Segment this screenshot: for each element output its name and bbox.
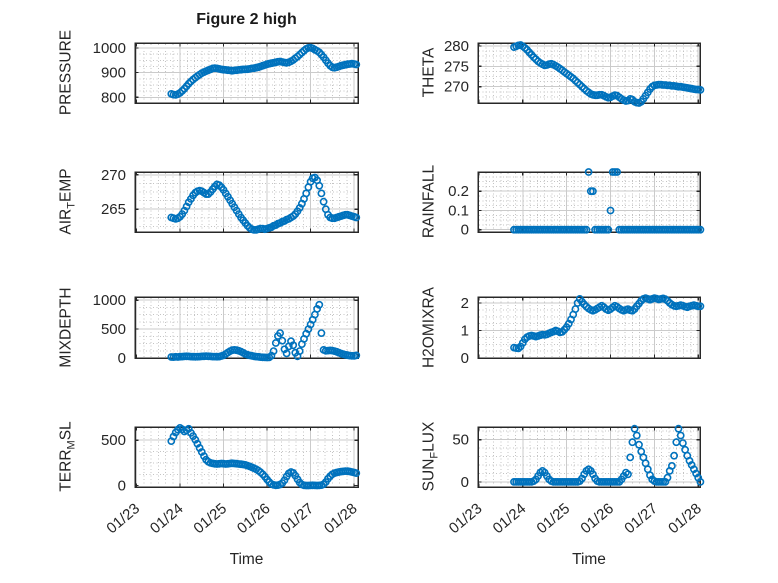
y-tick-label: 0 (461, 222, 469, 239)
xlabel-time-left: Time (229, 551, 264, 568)
y-tick-labels-theta: 270 275 280 (444, 38, 469, 96)
y-tick-labels-rainfall: 0 0.1 0.2 (448, 183, 469, 238)
y-tick-label: 0 (118, 478, 126, 495)
y-tick-label: 500 (101, 321, 126, 338)
x-tick-label: 01/25 (190, 500, 230, 537)
y-tick-label: 1 (461, 323, 469, 340)
data-points-mixdepth (167, 300, 361, 362)
subplot-sun-flux: 0 50 01/23 01/24 01/25 01/26 01/27 01/28 (446, 424, 705, 537)
data-points-sun-flux (510, 424, 705, 486)
data-points-rainfall (510, 168, 705, 234)
axes-box-rainfall (477, 171, 701, 233)
x-tick-labels-terr-msl: 01/23 01/24 01/25 01/26 01/27 01/28 (103, 500, 360, 537)
x-tick-label: 01/25 (534, 500, 574, 537)
x-tick-label: 01/23 (446, 500, 486, 537)
y-tick-labels-pressure: 800 900 1000 (93, 40, 126, 106)
x-tick-label: 01/23 (103, 500, 143, 537)
subplot-theta: 270 275 280 (444, 38, 705, 107)
subplot-mixdepth: 0 500 1000 (93, 292, 361, 367)
y-tick-label: 270 (101, 167, 126, 184)
axes-box-terr-msl (134, 426, 359, 488)
x-tick-label: 01/24 (490, 500, 530, 537)
figure-title: Figure 2 high (196, 11, 297, 28)
y-tick-labels-h2omixra: 0 1 2 (461, 295, 469, 367)
y-tick-label: 1000 (93, 292, 126, 309)
y-tick-labels-air-temp: 265 270 (101, 167, 126, 218)
x-tick-label: 01/28 (321, 500, 361, 537)
minor-grid-sun-flux (479, 428, 699, 486)
x-tick-label: 01/27 (621, 500, 661, 537)
x-tick-label: 01/28 (665, 500, 705, 537)
axes-box-theta (477, 42, 701, 104)
y-tick-label: 0 (461, 350, 469, 367)
x-tick-label: 01/24 (147, 500, 187, 537)
y-tick-label: 0 (118, 350, 126, 367)
subplot-terr-msl: 0 500 01/23 01/24 01/25 01/26 01/27 01/28 (101, 423, 361, 537)
major-grid-terr-msl (136, 428, 357, 486)
y-tick-label: 800 (101, 89, 126, 106)
minor-grid-rainfall (479, 173, 699, 231)
minor-grid-terr-msl (136, 428, 357, 486)
data-points-terr-msl (167, 423, 361, 490)
y-tick-labels-sun-flux: 0 50 (452, 432, 469, 491)
axes-box-pressure (134, 42, 359, 104)
y-tick-label: 0.2 (448, 183, 469, 200)
data-points-air-temp (167, 173, 361, 234)
subplot-rainfall: 0 0.1 0.2 (448, 168, 705, 239)
y-tick-label: 280 (444, 38, 469, 55)
y-tick-labels-mixdepth: 0 500 1000 (93, 292, 126, 367)
x-tick-labels-sun-flux: 01/23 01/24 01/25 01/26 01/27 01/28 (446, 500, 705, 537)
y-tick-label: 270 (444, 79, 469, 96)
y-tick-label: 0 (461, 474, 469, 491)
y-tick-label: 500 (101, 432, 126, 449)
y-tick-label: 275 (444, 58, 469, 75)
xlabel-time-right: Time (572, 551, 606, 568)
data-points-pressure (167, 43, 361, 99)
x-tick-label: 01/26 (234, 500, 274, 537)
x-tick-label: 01/27 (277, 500, 317, 537)
y-tick-labels-terr-msl: 0 500 (101, 432, 126, 494)
y-tick-label: 1000 (93, 40, 126, 57)
y-tick-label: 900 (101, 65, 126, 82)
y-tick-label: 265 (101, 201, 126, 218)
subplot-pressure: 800 900 1000 (93, 40, 361, 106)
data-points-h2omixra (510, 294, 705, 353)
y-tick-label: 2 (461, 295, 469, 312)
y-tick-label: 50 (452, 432, 469, 449)
minor-grid-pressure (136, 44, 357, 102)
x-tick-label: 01/26 (577, 500, 617, 537)
y-tick-label: 0.1 (448, 202, 469, 219)
subplot-h2omixra: 0 1 2 (461, 294, 705, 367)
subplot-air-temp: 265 270 (101, 167, 361, 234)
data-points-theta (510, 41, 705, 107)
